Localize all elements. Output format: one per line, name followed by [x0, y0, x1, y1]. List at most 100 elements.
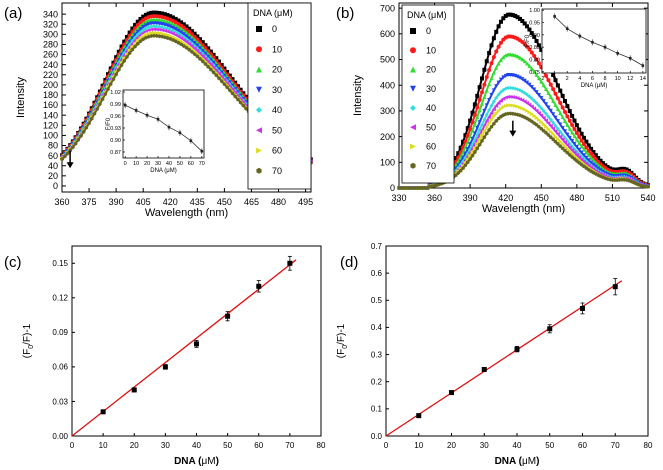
series-marker-0 — [608, 166, 613, 171]
series-marker-0 — [219, 63, 224, 68]
series-marker-20 — [135, 26, 140, 31]
series-marker-60 — [152, 30, 157, 35]
inset-line — [554, 16, 644, 66]
series-marker-50 — [241, 100, 246, 105]
series-marker-70 — [63, 154, 67, 159]
series-marker-60 — [529, 112, 534, 117]
panel-a: (a) 360 375 390 405 420 435 450 465 480 495020406… — [4, 2, 313, 219]
series-marker-10 — [551, 87, 556, 92]
y-axis-label: (F0/F)-1 — [22, 323, 35, 358]
series-marker-20 — [532, 69, 537, 74]
series-marker-60 — [127, 48, 132, 53]
series-marker-70 — [109, 82, 113, 87]
x-tick-label: 80 — [317, 441, 326, 450]
series-marker-60 — [534, 115, 539, 120]
legend-marker-50 — [256, 127, 262, 134]
series-marker-30 — [591, 162, 596, 167]
x-tick-label: 50 — [223, 441, 232, 450]
legend-marker-60 — [410, 143, 416, 150]
series-marker-50 — [179, 36, 184, 41]
x-tick-label: 360 — [54, 197, 69, 207]
series-marker-30 — [149, 21, 154, 26]
series-marker-20 — [480, 101, 484, 106]
series-marker-60 — [532, 113, 537, 118]
series-marker-50 — [560, 137, 565, 142]
panel-d: (d) 0 10 20 30 40 50 60 70 80 0.0 0.1 0.2 0.3 0.4 0.5 0… — [336, 242, 653, 467]
series-marker-50 — [527, 102, 532, 107]
y-tick-label: 60 — [48, 151, 58, 161]
series-marker-50 — [570, 148, 575, 153]
y-tick-label: 0.0 — [371, 432, 383, 441]
series-marker-50 — [506, 94, 511, 99]
legend-label-0: 0 — [272, 24, 277, 34]
series-marker-30 — [572, 142, 577, 147]
series-marker-0 — [567, 109, 572, 114]
series-marker-0 — [146, 11, 151, 16]
series-marker-0 — [119, 44, 124, 49]
series-marker-10 — [546, 78, 551, 83]
series-marker-70 — [60, 157, 64, 162]
x-tick-label: 70 — [611, 441, 620, 450]
series-marker-20 — [141, 21, 146, 26]
series-marker-40 — [534, 101, 539, 106]
series-marker-30 — [146, 22, 151, 27]
series-marker-60 — [146, 31, 151, 36]
inset-point — [123, 103, 127, 107]
inset-point — [641, 64, 645, 67]
y-tick-label: 100 — [43, 131, 58, 141]
inset: 0 10 20 30 40 50 60 70 0.87 0.90 0.93 0.96 0.99 1.02 D… — [106, 89, 205, 174]
series-marker-20 — [170, 22, 175, 27]
series-marker-50 — [572, 150, 577, 155]
inset-x-tick-label: 0 — [124, 161, 127, 167]
series-marker-0 — [577, 127, 582, 132]
x-tick-label: 80 — [644, 441, 653, 450]
series-marker-0 — [517, 16, 522, 21]
x-tick-label: 465 — [244, 197, 259, 207]
x-tick-label: 435 — [190, 197, 205, 207]
series-marker-30 — [482, 108, 487, 113]
inset-y-tick-label: 0.75 — [529, 70, 540, 76]
series-marker-0 — [589, 146, 594, 151]
series-marker-10 — [577, 134, 582, 139]
series-marker-0 — [216, 59, 221, 64]
series-marker-0 — [596, 156, 601, 161]
series-marker-70 — [117, 67, 121, 72]
x-tick-label: 480 — [271, 197, 286, 207]
series-marker-70 — [468, 157, 472, 161]
series-marker-20 — [160, 18, 165, 23]
series-marker-40 — [489, 103, 494, 108]
inset-x-tick-label: 60 — [188, 161, 194, 167]
series-marker-0 — [574, 123, 579, 128]
data-point — [194, 341, 199, 347]
series-marker-30 — [579, 150, 584, 155]
x-tick-label: 20 — [130, 441, 139, 450]
series-marker-40 — [124, 46, 129, 51]
x-tick-label: 540 — [640, 193, 655, 203]
series-marker-60 — [143, 32, 148, 37]
series-marker-50 — [184, 39, 189, 44]
series-marker-10 — [484, 75, 489, 80]
series-marker-20 — [489, 76, 494, 81]
y-tick-label: 0.12 — [52, 294, 68, 303]
data-point — [449, 390, 454, 396]
series-marker-60 — [525, 108, 530, 113]
series-marker-10 — [553, 91, 558, 96]
series-marker-50 — [567, 145, 572, 150]
series-marker-50 — [235, 93, 240, 98]
series-marker-30 — [574, 145, 579, 150]
y-tick-label: 20 — [48, 171, 58, 181]
series-marker-30 — [138, 27, 143, 32]
x-tick-label: 330 — [391, 193, 406, 203]
inset-y-tick-label: 0.85 — [529, 45, 540, 51]
series-marker-70 — [544, 130, 548, 135]
series-marker-20 — [475, 115, 480, 120]
series-marker-20 — [181, 28, 186, 33]
series-marker-50 — [230, 87, 235, 92]
legend-box — [401, 4, 455, 184]
series-marker-0 — [581, 135, 586, 140]
series-marker-60 — [141, 34, 146, 39]
x-tick-label: 405 — [136, 197, 151, 207]
y-tick-label: 500 — [380, 55, 395, 65]
series-marker-0 — [157, 11, 162, 16]
series-marker-50 — [152, 27, 157, 32]
